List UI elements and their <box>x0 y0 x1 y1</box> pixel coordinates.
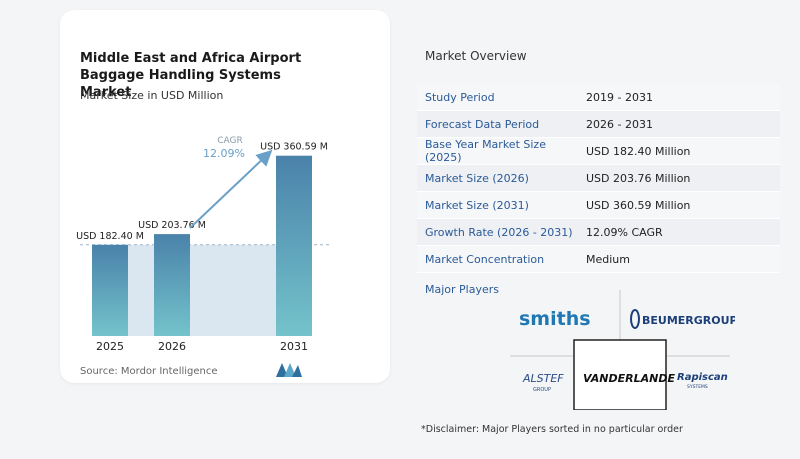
value-label: USD 203.76 M <box>138 220 206 231</box>
alstef-logo: ALSTEF GROUP <box>522 372 564 393</box>
overview-value: USD 203.76 Million <box>586 171 691 185</box>
value-label: USD 182.40 M <box>76 231 144 242</box>
vanderlande-logo: VANDERLANDE <box>583 372 675 385</box>
overview-row: Base Year Market Size (2025) USD 182.40 M… <box>417 138 780 165</box>
beumer-emblem-icon <box>630 309 640 329</box>
overview-label: Market Size (2026) <box>425 171 529 185</box>
disclaimer-note: *Disclaimer: Major Players sorted in no … <box>421 424 683 435</box>
overview-row: Market Concentration Medium <box>417 246 780 273</box>
svg-text:GROUP: GROUP <box>533 387 551 393</box>
overview-row: Growth Rate (2026 - 2031) 12.09% CAGR <box>417 219 780 246</box>
cagr-value: 12.09% <box>203 147 245 160</box>
market-overview-table: Study Period 2019 - 2031 Forecast Data Per… <box>417 84 780 273</box>
overview-label: Market Concentration <box>425 252 545 266</box>
overview-value: Medium <box>586 252 630 266</box>
overview-value: USD 182.40 Million <box>586 144 691 158</box>
overview-label: Growth Rate (2026 - 2031) <box>425 225 573 239</box>
chart-title: Middle East and Africa Airport Baggage H… <box>80 51 302 100</box>
bar-2025 <box>92 244 128 336</box>
overview-label: Base Year Market Size (2025) <box>425 138 546 164</box>
overview-label: Market Size (2031) <box>425 198 529 212</box>
x-tick-label: 2026 <box>158 340 186 353</box>
x-tick-label: 2025 <box>96 340 124 353</box>
overview-row: Market Size (2031) USD 360.59 Million <box>417 192 780 219</box>
svg-text:SYSTEMS: SYSTEMS <box>687 384 708 390</box>
overview-value: 12.09% CAGR <box>586 225 663 239</box>
major-players-title: Major Players <box>425 283 499 296</box>
vanderlande-logo-box <box>573 339 667 410</box>
beumer-logo: BEUMERGROUP <box>630 309 735 329</box>
chart-subtitle: Market Size in USD Million <box>80 89 224 102</box>
svg-text:Rapiscan: Rapiscan <box>677 372 728 383</box>
value-label: USD 360.59 M <box>260 142 328 153</box>
overview-value: 2026 - 2031 <box>586 117 653 131</box>
smiths-logo: smiths <box>519 308 591 330</box>
overview-row: Forecast Data Period 2026 - 2031 <box>417 111 780 138</box>
market-overview-title: Market Overview <box>425 49 527 63</box>
rapiscan-logo: Rapiscan SYSTEMS <box>677 372 728 390</box>
overview-value: USD 360.59 Million <box>586 198 691 212</box>
overview-label: Forecast Data Period <box>425 117 540 131</box>
overview-value: 2019 - 2031 <box>586 90 653 104</box>
bar-2031 <box>276 155 312 336</box>
mordor-intelligence-logo <box>276 363 302 377</box>
bar-2026 <box>154 234 190 336</box>
cagr-arrow <box>189 149 273 229</box>
market-size-bar-chart: USD 182.40 M 2025 USD 203.76 M 2026 USD 360.… <box>76 136 330 353</box>
svg-text:ALSTEF: ALSTEF <box>522 372 564 385</box>
major-players-logos: smiths BEUMERGROUP ALSTEF GROUP VANDERLA… <box>510 290 735 410</box>
overview-row: Market Size (2026) USD 203.76 Million <box>417 165 780 192</box>
x-tick-label: 2031 <box>280 340 308 353</box>
svg-text:BEUMERGROUP: BEUMERGROUP <box>642 314 735 327</box>
cagr-label: CAGR <box>217 136 243 146</box>
overview-label: Study Period <box>425 90 495 104</box>
overview-row: Study Period 2019 - 2031 <box>417 84 780 111</box>
source-note: Source: Mordor Intelligence <box>80 366 218 377</box>
